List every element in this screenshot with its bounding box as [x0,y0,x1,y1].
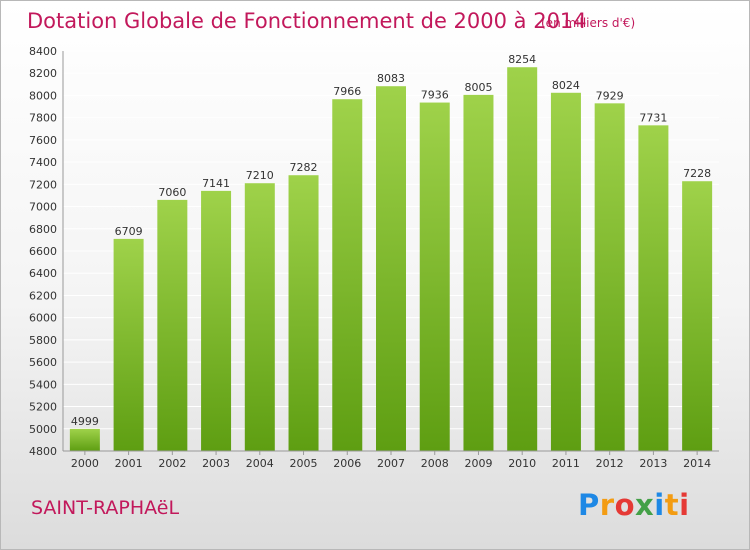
data-label-2007: 8083 [377,72,405,85]
y-tick-label: 6200 [29,289,57,302]
x-tick-label-2006: 2006 [333,457,361,470]
x-tick-label-2004: 2004 [246,457,274,470]
bar-2009 [463,94,494,451]
bar-2000 [69,428,100,451]
logo-letter: t [664,488,680,522]
bar-2011 [550,92,581,452]
data-label-2005: 7282 [290,161,318,174]
y-tick-label: 5400 [29,378,57,391]
y-tick-label: 6400 [29,267,57,280]
bar-2010 [507,67,538,451]
x-tick-label-2003: 2003 [202,457,230,470]
x-tick-label-2008: 2008 [421,457,449,470]
y-tick-label: 6600 [29,245,57,258]
y-tick-label: 5600 [29,356,57,369]
y-tick-label: 7800 [29,112,57,125]
bar-2002 [157,199,188,451]
data-label-2012: 7929 [596,89,624,102]
x-tick-label-2012: 2012 [596,457,624,470]
data-label-2010: 8254 [508,53,536,66]
bar-2006 [332,99,363,451]
y-tick-label: 5800 [29,334,57,347]
logo-letter: i [654,488,665,522]
data-label-2000: 4999 [71,415,99,428]
y-tick-label: 6000 [29,312,57,325]
data-label-2006: 7966 [333,85,361,98]
bars [69,67,713,452]
x-tick-label-2002: 2002 [158,457,186,470]
y-tick-label: 4800 [29,445,57,458]
x-tick-label-2001: 2001 [115,457,143,470]
data-label-2002: 7060 [158,186,186,199]
x-axis: 2000 2001 2002 2003 2004 2005 2006 2007 2008 2009… [63,450,719,470]
y-tick-label: 7600 [29,134,57,147]
x-tick-label-2007: 2007 [377,457,405,470]
bar-2007 [376,86,406,451]
y-tick-label: 7400 [29,156,57,169]
x-tick-label-2000: 2000 [71,457,99,470]
data-label-2013: 7731 [639,111,667,124]
bar-2014 [682,181,713,451]
y-tick-label: 7000 [29,201,57,214]
y-tick-label: 7200 [29,178,57,191]
x-tick-label-2014: 2014 [683,457,711,470]
logo-letter: P [578,488,600,522]
bar-2008 [419,102,450,452]
bar-2013 [638,125,669,451]
data-label-2008: 7936 [421,89,449,102]
data-label-2004: 7210 [246,169,274,182]
bar-2004 [244,183,275,451]
y-tick-label: 5000 [29,423,57,436]
x-tick-label-2013: 2013 [639,457,667,470]
y-tick-label: 6800 [29,223,57,236]
x-tick-label-2011: 2011 [552,457,580,470]
y-tick-label: 5200 [29,401,57,414]
bar-2005 [288,175,319,451]
logo-letter: x [635,488,655,522]
y-tick-label: 8200 [29,67,57,80]
data-label-2001: 6709 [115,225,143,238]
commune-name: SAINT-RAPHAëL [31,497,180,519]
x-tick-label-2009: 2009 [464,457,492,470]
logo-letter: o [614,488,636,522]
data-label-2011: 8024 [552,79,580,92]
data-label-2003: 7141 [202,177,230,190]
logo-letter: r [599,488,615,522]
data-labels: 4999 6709 7060 7141 7210 7282 7966 8083 7936 8005… [71,53,711,428]
y-tick-label: 8000 [29,89,57,102]
bar-2001 [113,238,144,451]
logo-letter: i [679,488,690,522]
chart-title: Dotation Globale de Fonctionnement de 20… [27,9,587,33]
x-tick-label-2005: 2005 [290,457,318,470]
bar-2012 [594,103,625,451]
chart-subtitle: (en milliers d'€) [541,16,636,30]
bar-2003 [201,190,232,451]
y-tick-label: 8400 [29,45,57,58]
data-label-2014: 7228 [683,167,711,180]
data-label-2009: 8005 [464,81,492,94]
x-tick-label-2010: 2010 [508,457,536,470]
y-axis: 4800 5000 5200 5400 5600 5800 6000 6200 6400 6600… [29,45,64,458]
proxiti-logo: Proxiti [578,488,690,522]
